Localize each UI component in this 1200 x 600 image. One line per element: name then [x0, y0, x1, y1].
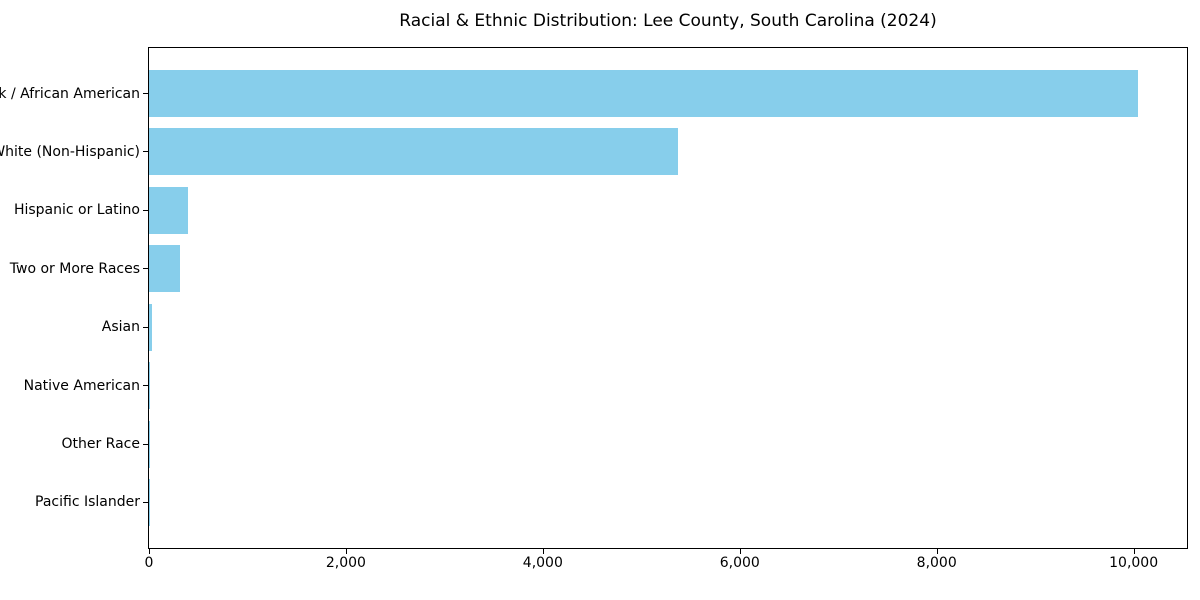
y-axis-tick — [143, 151, 148, 153]
x-tick-label: 10,000 — [1109, 555, 1159, 571]
bar-row: Other Race — [61, 420, 1187, 468]
x-axis-tick — [345, 549, 347, 554]
bar — [149, 362, 151, 410]
chart-title: Racial & Ethnic Distribution: Lee County… — [399, 11, 937, 31]
bars-container: Black / African American White (Non-Hispa… — [0, 48, 1187, 548]
bar — [149, 245, 180, 293]
bar — [149, 420, 150, 468]
y-axis-tick — [143, 209, 148, 211]
bar-row: Native American — [24, 362, 1187, 410]
y-tick-label: Two or More Races — [9, 260, 140, 277]
bar — [149, 70, 1138, 117]
y-axis-tick — [143, 443, 148, 445]
bar-row: Pacific Islander — [35, 478, 1187, 526]
y-axis-tick — [143, 268, 148, 270]
y-axis-tick — [143, 501, 148, 503]
y-axis-tick — [143, 326, 148, 328]
bar — [149, 128, 678, 176]
y-tick-label: Pacific Islander — [35, 494, 140, 511]
x-tick-label: 6,000 — [719, 555, 760, 571]
bar-row: Two or More Races — [10, 245, 1187, 293]
x-tick-label: 0 — [144, 555, 154, 571]
y-tick-label: White (Non-Hispanic) — [0, 143, 140, 160]
bar — [149, 303, 153, 351]
y-axis-tick — [143, 385, 148, 387]
bar-row: White (Non-Hispanic) — [0, 128, 1187, 176]
x-axis-tick — [739, 549, 741, 554]
y-tick-label: Asian — [101, 319, 140, 336]
plot-area: Black / African American White (Non-Hispa… — [0, 47, 1188, 571]
y-axis-tick — [143, 93, 148, 94]
y-tick-label: Other Race — [61, 436, 140, 453]
x-axis-tick — [1133, 549, 1135, 554]
x-axis-tick — [936, 549, 938, 554]
y-tick-label: Native American — [23, 377, 140, 394]
bar — [149, 186, 189, 234]
x-axis-tick — [149, 549, 150, 554]
bar-row: Black / African American — [0, 70, 1187, 117]
bar-row: Hispanic or Latino — [14, 186, 1187, 234]
bar-row: Asian — [102, 303, 1187, 351]
y-tick-label: Black / African American — [0, 85, 140, 102]
x-tick-label: 2,000 — [325, 555, 366, 571]
x-axis-tick — [542, 549, 544, 554]
x-tick-label: 8,000 — [916, 555, 957, 571]
x-tick-label: 4,000 — [522, 555, 563, 571]
y-tick-label: Hispanic or Latino — [13, 202, 140, 219]
